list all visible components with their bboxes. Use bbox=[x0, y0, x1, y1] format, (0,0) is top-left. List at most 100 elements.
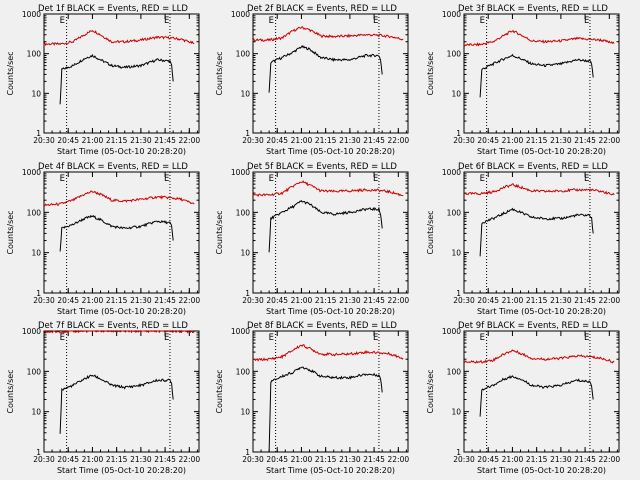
marker-label: E bbox=[60, 16, 65, 26]
y-tick-label: 10 bbox=[451, 89, 461, 98]
x-axis-label: Start Time (05-Oct-10 20:28:20) bbox=[266, 307, 395, 316]
x-tick-label: 21:30 bbox=[339, 455, 361, 464]
chart-panel-7: Det 7f BLACK = Events, RED = LLD Counts/s… bbox=[6, 321, 200, 475]
y-tick-label: 1000 bbox=[22, 10, 41, 19]
x-tick-label: 20:30 bbox=[242, 136, 264, 145]
chart-title: Det 3f BLACK = Events, RED = LLD bbox=[458, 4, 608, 14]
x-tick-label: 21:15 bbox=[526, 455, 548, 464]
marker-label: E bbox=[164, 16, 169, 26]
series-line-events bbox=[268, 199, 383, 253]
plot-frame bbox=[463, 330, 620, 453]
chart-title: Det 8f BLACK = Events, RED = LLD bbox=[247, 321, 397, 331]
x-tick-label: 21:45 bbox=[154, 455, 176, 464]
x-tick-label: 22:00 bbox=[179, 296, 201, 305]
series-line-events bbox=[59, 374, 174, 434]
y-axis-label: Counts/sec bbox=[215, 369, 224, 413]
x-tick-label: 21:45 bbox=[363, 136, 385, 145]
series-line-lld bbox=[463, 349, 615, 364]
x-tick-label: 20:30 bbox=[242, 296, 264, 305]
y-tick-label: 1 bbox=[456, 289, 461, 298]
x-tick-label: 22:00 bbox=[179, 455, 201, 464]
x-tick-label: 20:45 bbox=[57, 455, 79, 464]
x-tick-label: 20:45 bbox=[477, 296, 499, 305]
marker-label: E bbox=[584, 174, 589, 184]
marker-label: E bbox=[480, 16, 485, 26]
y-tick-label: 10 bbox=[31, 249, 41, 258]
y-tick-label: 100 bbox=[447, 50, 462, 59]
plot-frame bbox=[252, 13, 409, 134]
chart-panel-1: Det 1f BLACK = Events, RED = LLD Counts/s… bbox=[6, 4, 200, 156]
x-tick-label: 20:45 bbox=[266, 455, 288, 464]
marker-label: E bbox=[60, 333, 65, 343]
x-tick-label: 21:00 bbox=[82, 136, 104, 145]
series-line-events bbox=[59, 214, 174, 252]
x-tick-label: 21:15 bbox=[526, 136, 548, 145]
chart-title: Det 5f BLACK = Events, RED = LLD bbox=[247, 162, 397, 172]
y-tick-label: 1 bbox=[456, 129, 461, 138]
series-line-lld bbox=[43, 29, 195, 47]
y-tick-label: 100 bbox=[236, 208, 251, 217]
y-axis-label: Counts/sec bbox=[6, 369, 15, 413]
y-axis-label: Counts/sec bbox=[426, 51, 435, 95]
x-tick-label: 22:00 bbox=[388, 296, 410, 305]
plot-frame bbox=[43, 171, 200, 294]
x-tick-label: 21:30 bbox=[130, 136, 152, 145]
x-tick-label: 20:45 bbox=[57, 296, 79, 305]
x-tick-label: 21:45 bbox=[574, 455, 596, 464]
chart-title: Det 6f BLACK = Events, RED = LLD bbox=[458, 162, 608, 172]
x-tick-label: 21:15 bbox=[315, 136, 337, 145]
y-tick-label: 100 bbox=[447, 367, 462, 376]
x-axis-label: Start Time (05-Oct-10 20:28:20) bbox=[57, 466, 186, 475]
x-axis-label: Start Time (05-Oct-10 20:28:20) bbox=[477, 307, 606, 316]
marker-label: E bbox=[480, 174, 485, 184]
x-tick-label: 22:00 bbox=[599, 136, 621, 145]
y-tick-label: 1000 bbox=[231, 168, 250, 177]
x-tick-label: 21:00 bbox=[82, 296, 104, 305]
marker-label: E bbox=[584, 333, 589, 343]
x-axis-label: Start Time (05-Oct-10 20:28:20) bbox=[57, 307, 186, 316]
x-tick-label: 21:00 bbox=[291, 136, 313, 145]
marker-label: E bbox=[269, 333, 274, 343]
marker-label: E bbox=[269, 16, 274, 26]
x-tick-label: 21:45 bbox=[574, 136, 596, 145]
series-line-events bbox=[479, 375, 594, 417]
marker-label: E bbox=[373, 174, 378, 184]
plot-frame bbox=[252, 171, 409, 294]
chart-title: Det 2f BLACK = Events, RED = LLD bbox=[247, 4, 397, 14]
x-tick-label: 21:45 bbox=[154, 136, 176, 145]
chart-panel-4: Det 4f BLACK = Events, RED = LLD Counts/s… bbox=[6, 162, 200, 316]
x-tick-label: 21:00 bbox=[82, 455, 104, 464]
x-tick-label: 21:30 bbox=[550, 136, 572, 145]
y-tick-label: 100 bbox=[236, 367, 251, 376]
y-tick-label: 10 bbox=[240, 408, 250, 417]
x-tick-label: 20:45 bbox=[266, 296, 288, 305]
x-tick-label: 22:00 bbox=[599, 455, 621, 464]
y-tick-label: 1000 bbox=[22, 327, 41, 336]
y-axis-label: Counts/sec bbox=[426, 369, 435, 413]
chart-panel-3: Det 3f BLACK = Events, RED = LLD Counts/s… bbox=[426, 4, 620, 156]
series-line-lld bbox=[43, 330, 195, 334]
x-tick-label: 21:30 bbox=[130, 296, 152, 305]
x-tick-label: 21:30 bbox=[550, 455, 572, 464]
x-tick-label: 21:15 bbox=[106, 455, 128, 464]
x-tick-label: 21:30 bbox=[339, 136, 361, 145]
chart-title: Det 9f BLACK = Events, RED = LLD bbox=[458, 321, 608, 331]
plot-frame bbox=[463, 13, 620, 134]
y-tick-label: 1000 bbox=[442, 10, 461, 19]
y-tick-label: 1 bbox=[245, 448, 250, 457]
x-tick-label: 20:45 bbox=[477, 455, 499, 464]
chart-panel-9: Det 9f BLACK = Events, RED = LLD Counts/s… bbox=[426, 321, 620, 475]
x-tick-label: 21:00 bbox=[502, 296, 524, 305]
series-line-lld bbox=[252, 25, 404, 42]
y-tick-label: 100 bbox=[27, 208, 42, 217]
marker-label: E bbox=[584, 16, 589, 26]
y-tick-label: 1 bbox=[456, 448, 461, 457]
y-tick-label: 1000 bbox=[442, 327, 461, 336]
series-line-events bbox=[479, 207, 594, 257]
y-axis-label: Counts/sec bbox=[6, 210, 15, 254]
x-tick-label: 21:15 bbox=[106, 136, 128, 145]
x-tick-label: 21:45 bbox=[363, 296, 385, 305]
y-tick-label: 1 bbox=[36, 448, 41, 457]
x-tick-label: 21:15 bbox=[315, 296, 337, 305]
x-tick-label: 20:30 bbox=[453, 136, 475, 145]
